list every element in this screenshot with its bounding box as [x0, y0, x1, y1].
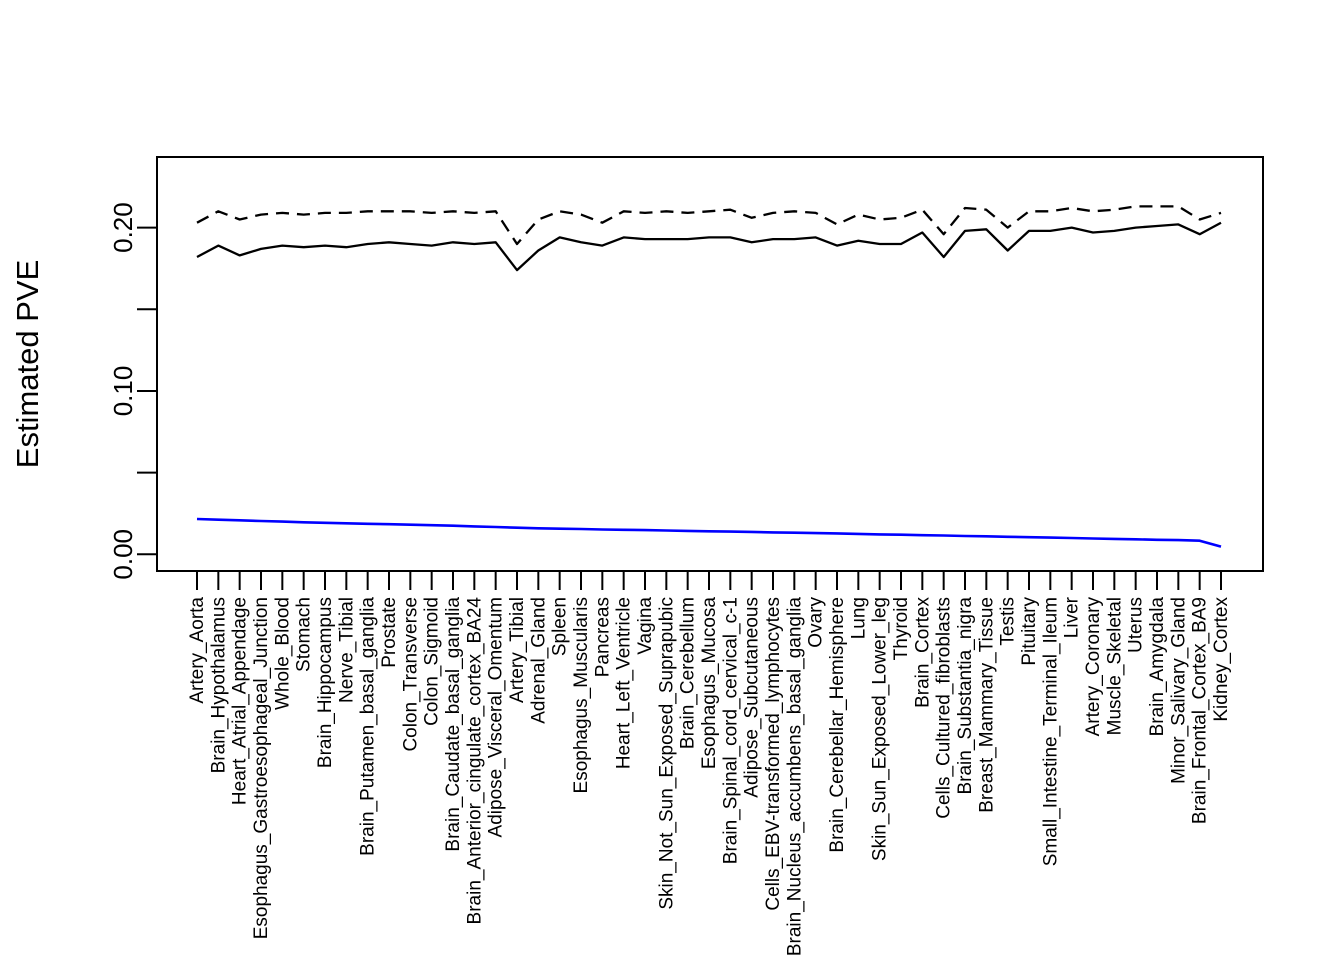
y-tick-label: 0.00 — [108, 529, 138, 580]
x-tick-label: Brain_Cerebellar_Hemisphere — [827, 597, 848, 853]
x-tick-label: Colon_Sigmoid — [422, 597, 443, 726]
x-tick-label: Liver — [1062, 596, 1083, 638]
x-tick-label: Heart_Left_Ventricle — [614, 597, 635, 769]
x-tick-label: Skin_Sun_Exposed_Lower_leg — [870, 597, 891, 861]
x-tick-label: Brain_Substantia_nigra — [955, 597, 976, 795]
x-tick-label: Adipose_Subcutaneous — [742, 597, 763, 798]
x-tick-label: Spleen — [550, 597, 571, 656]
x-tick-label: Muscle_Skeletal — [1104, 597, 1125, 735]
x-tick-label: Uterus — [1126, 597, 1147, 653]
x-tick-label: Kidney_Cortex — [1211, 597, 1232, 722]
x-tick-label: Artery_Coronary — [1083, 597, 1104, 737]
x-tick-label: Adrenal_Gland — [528, 597, 549, 724]
x-tick-label: Brain_Nucleus_accumbens_basal_ganglia — [784, 597, 805, 957]
x-tick-label: Esophagus_Gastroesophageal_Junction — [251, 597, 272, 939]
x-tick-label: Brain_Cerebellum — [678, 597, 699, 749]
x-tick-label: Colon_Transverse — [400, 597, 421, 752]
x-tick-label: Nerve_Tibial — [336, 597, 357, 703]
x-tick-label: Thyroid — [891, 597, 912, 660]
x-tick-label: Cells_Cultured_fibroblasts — [934, 597, 955, 819]
x-tick-label: Whole_Blood — [272, 597, 293, 710]
x-tick-label: Stomach — [294, 597, 315, 672]
x-tick-label: Prostate — [379, 597, 400, 668]
series-layer — [196, 205, 1222, 548]
x-tick-label: Artery_Aorta — [187, 597, 208, 704]
x-tick-label: Brain_Cortex — [912, 597, 933, 708]
x-tick-label: Brain_Caudate_basal_ganglia — [443, 597, 464, 852]
series-upper-dashed-black — [196, 205, 1222, 246]
x-tick-label: Small_Intestine_Terminal_Ileum — [1040, 597, 1061, 866]
x-tick-label: Lung — [848, 597, 869, 639]
x-tick-label: Pituitary — [1019, 597, 1040, 666]
y-axis-title: Estimated PVE — [10, 260, 45, 468]
x-tick-label: Vagina — [635, 597, 656, 655]
x-tick-label: Pancreas — [592, 597, 613, 677]
plot-box — [156, 156, 1264, 572]
x-tick-label: Skin_Not_Sun_Exposed_Suprapubic — [656, 597, 677, 910]
x-tick-label: Artery_Tibial — [507, 597, 528, 703]
x-tick-label: Adipose_Visceral_Omentum — [486, 597, 507, 837]
y-tick-label: 0.20 — [108, 202, 138, 253]
x-tick-label: Brain_Amygdala — [1147, 597, 1168, 737]
x-tick-label: Brain_Frontal_Cortex_BA9 — [1190, 597, 1211, 824]
x-tick-label: Brain_Hippocampus — [315, 597, 336, 768]
series-middle-solid-black — [196, 221, 1222, 272]
x-tick-label: Brain_Anterior_cingulate_cortex_BA24 — [464, 597, 485, 925]
x-tick-label: Brain_Spinal_cord_cervical_c-1 — [720, 597, 741, 864]
x-tick-label: Esophagus_Mucosa — [699, 597, 720, 770]
x-tick-label: Brain_Hypothalamus — [208, 597, 229, 773]
x-tick-label: Cells_EBV-transformed_lymphocytes — [763, 597, 784, 911]
x-tick-label: Testis — [998, 597, 1019, 646]
y-tick-label: 0.10 — [108, 366, 138, 417]
x-tick-label: Esophagus_Muscularis — [571, 597, 592, 793]
series-lower-solid-blue — [196, 517, 1222, 548]
x-tick-label: Breast_Mammary_Tissue — [976, 597, 997, 813]
x-tick-label: Minor_Salivary_Gland — [1168, 597, 1189, 784]
x-tick-label: Ovary — [806, 597, 827, 648]
x-tick-label: Brain_Putamen_basal_ganglia — [358, 597, 379, 856]
x-tick-label: Heart_Atrial_Appendage — [230, 597, 251, 805]
axis-layer: 0.00 0.10 0.20 Artery_Aorta Brain_Hypothalam… — [108, 202, 1232, 956]
